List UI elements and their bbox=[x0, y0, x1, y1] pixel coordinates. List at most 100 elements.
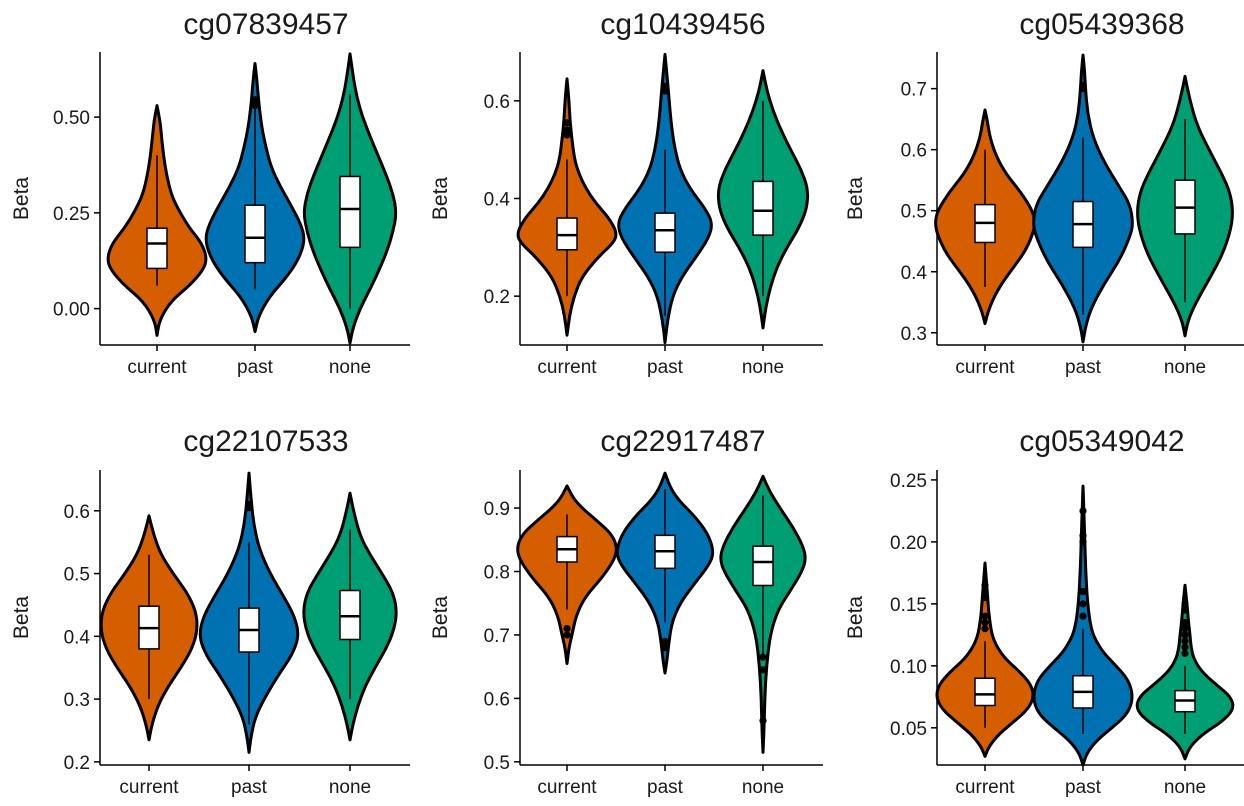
x-tick-label: current bbox=[537, 777, 597, 798]
outlier-point bbox=[1079, 600, 1087, 608]
violin-none bbox=[716, 69, 810, 330]
y-tick-label: 0.05 bbox=[890, 719, 927, 740]
outlier-point bbox=[981, 581, 989, 589]
box bbox=[339, 175, 361, 249]
box bbox=[146, 227, 168, 270]
y-tick-label: 0.6 bbox=[901, 141, 927, 162]
box bbox=[974, 677, 996, 707]
y-tick-label: 0.25 bbox=[53, 204, 90, 225]
outlier-point bbox=[563, 126, 571, 134]
outlier-point bbox=[759, 666, 767, 674]
violin-current bbox=[935, 561, 1035, 758]
outlier-point bbox=[1181, 643, 1189, 651]
panel-title: cg10439456 bbox=[600, 8, 765, 41]
panel-1: cg07839457 Beta 0.00 0.25 0.50 current past non… bbox=[10, 8, 410, 378]
outlier-point bbox=[251, 102, 259, 110]
panel-title: cg05349042 bbox=[1019, 425, 1184, 458]
outlier-point bbox=[1079, 532, 1087, 540]
y-axis-label: Beta bbox=[10, 596, 33, 640]
box bbox=[752, 545, 774, 587]
y-tick-label: 0.25 bbox=[890, 471, 927, 492]
outlier-point bbox=[245, 500, 253, 509]
violin-past bbox=[1032, 484, 1134, 767]
x-tick-label: past bbox=[231, 777, 268, 798]
violin-past bbox=[1032, 53, 1134, 344]
y-tick-label: 0.15 bbox=[890, 595, 927, 616]
y-axis-label: Beta bbox=[844, 177, 867, 221]
panel-2: cg10439456 Beta 0.2 0.4 0.6 current past none bbox=[429, 8, 823, 378]
x-tick-label: current bbox=[955, 777, 1015, 798]
violin-current bbox=[106, 104, 208, 337]
outlier-point bbox=[1181, 649, 1189, 658]
y-tick-label: 0.3 bbox=[901, 324, 927, 345]
x-tick-label: none bbox=[742, 777, 784, 798]
panel-title: cg05439368 bbox=[1019, 8, 1184, 41]
violin-body bbox=[1032, 484, 1134, 767]
y-tick-label: 0.6 bbox=[64, 502, 90, 523]
outlier-point bbox=[759, 653, 767, 661]
outlier-point bbox=[563, 625, 571, 633]
y-tick-label: 0.7 bbox=[901, 80, 927, 101]
panel-title: cg22917487 bbox=[600, 425, 765, 458]
x-tick-label: current bbox=[537, 357, 597, 378]
outlier-point bbox=[1181, 631, 1189, 639]
y-tick-label: 0.5 bbox=[901, 202, 927, 223]
violin-past bbox=[198, 471, 300, 754]
violin-none bbox=[302, 491, 398, 742]
outlier-point bbox=[661, 637, 669, 645]
violin-current bbox=[516, 77, 618, 337]
violin-none bbox=[1135, 583, 1235, 761]
panel-3: cg05439368 Beta 0.3 0.4 0.5 0.6 0.7 current past… bbox=[844, 8, 1244, 378]
y-axis-label: Beta bbox=[429, 596, 452, 640]
x-tick-label: none bbox=[1164, 357, 1206, 378]
y-tick-label: 0.9 bbox=[484, 499, 510, 520]
outlier-point bbox=[1079, 81, 1087, 90]
x-tick-label: none bbox=[329, 777, 371, 798]
violin-none bbox=[1136, 74, 1234, 338]
violin-past bbox=[204, 62, 306, 334]
x-tick-label: past bbox=[237, 357, 274, 378]
y-tick-label: 0.5 bbox=[64, 565, 90, 586]
outlier-point bbox=[1181, 625, 1189, 633]
x-tick-label: current bbox=[127, 357, 187, 378]
outlier-point bbox=[1079, 612, 1087, 620]
y-tick-label: 0.10 bbox=[890, 657, 927, 678]
y-tick-label: 0.4 bbox=[64, 627, 91, 648]
y-tick-label: 0.4 bbox=[484, 190, 511, 211]
x-tick-label: none bbox=[329, 357, 371, 378]
x-tick-label: none bbox=[1164, 777, 1206, 798]
violin-none bbox=[302, 52, 398, 345]
outlier-point bbox=[563, 119, 571, 127]
y-tick-label: 0.6 bbox=[484, 689, 510, 710]
panel-4: cg22107533 Beta 0.2 0.3 0.4 0.5 0.6 current past… bbox=[10, 425, 410, 798]
box bbox=[244, 204, 266, 264]
violin-current bbox=[99, 514, 199, 742]
outlier-point bbox=[661, 82, 669, 90]
y-axis-label: Beta bbox=[429, 177, 452, 221]
panel-6: cg05349042 Beta 0.05 0.10 0.15 0.20 0.25 curren… bbox=[844, 425, 1244, 798]
outlier-point bbox=[1079, 587, 1087, 596]
box bbox=[752, 180, 774, 236]
outlier-point bbox=[981, 612, 989, 620]
violin-past bbox=[615, 471, 715, 675]
y-axis-label: Beta bbox=[844, 596, 867, 640]
outlier-point bbox=[1079, 507, 1087, 515]
outlier-point bbox=[981, 625, 989, 633]
violin-none bbox=[719, 474, 807, 754]
y-tick-label: 0.8 bbox=[484, 563, 510, 584]
y-tick-label: 0.2 bbox=[484, 287, 510, 308]
outlier-point bbox=[759, 716, 767, 725]
x-tick-label: none bbox=[742, 357, 784, 378]
x-tick-label: past bbox=[647, 777, 684, 798]
panel-title: cg07839457 bbox=[183, 8, 348, 41]
outlier-point bbox=[1181, 637, 1189, 645]
panel-title: cg22107533 bbox=[183, 425, 348, 458]
y-tick-label: 0.50 bbox=[53, 108, 90, 129]
outlier-point bbox=[1181, 600, 1189, 608]
y-axis-label: Beta bbox=[10, 177, 33, 221]
violin-current bbox=[516, 484, 618, 665]
outlier-point bbox=[563, 631, 571, 639]
y-tick-label: 0.2 bbox=[64, 753, 90, 774]
panel-5: cg22917487 Beta 0.5 0.6 0.7 0.8 0.9 current past… bbox=[429, 425, 823, 798]
